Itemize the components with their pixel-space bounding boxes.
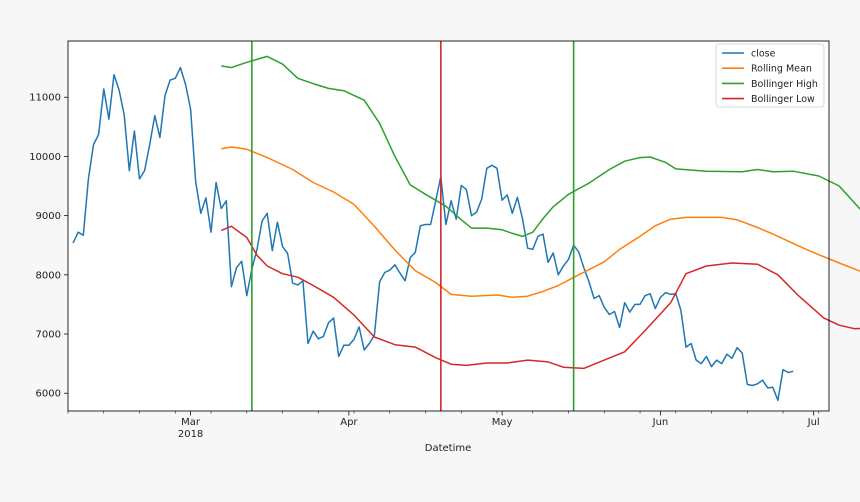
legend-label-0: close	[751, 49, 776, 60]
y-tick-label-1: 7000	[36, 330, 61, 341]
series-line-2	[221, 55, 860, 238]
legend-label-3: Bollinger Low	[751, 94, 815, 105]
y-axis: 6000 7000 8000 9000 10000 11000	[29, 93, 68, 400]
y-tick-label-2: 8000	[36, 270, 61, 281]
legend-box	[715, 43, 825, 108]
legend-label-2: Bollinger High	[751, 79, 818, 90]
x-tick-label-2: May	[492, 417, 513, 428]
y-tick-label-3: 9000	[36, 211, 61, 222]
event-lines	[251, 41, 575, 411]
legend: close Rolling Mean Bollinger High Bollinger…	[715, 43, 825, 108]
y-tick-label-4: 10000	[29, 152, 61, 163]
y-tick-label-5: 11000	[29, 93, 61, 104]
series-line-1	[221, 146, 860, 299]
y-tick-label-0: 6000	[36, 389, 61, 400]
plot-frame	[67, 40, 830, 412]
x-tick-label-1: Apr	[340, 417, 358, 428]
series-layer	[72, 55, 860, 402]
x-tick-sublabel-0: 2018	[178, 429, 203, 440]
series-line-0	[72, 66, 794, 402]
plot-area	[68, 41, 829, 411]
series-line-3	[220, 225, 860, 370]
x-tick-label-3: Jun	[652, 417, 669, 428]
x-tick-label-0: Mar	[181, 417, 201, 428]
x-tick-label-4: Jul	[807, 417, 820, 428]
x-axis-label: Datetime	[425, 443, 472, 454]
legend-label-1: Rolling Mean	[751, 64, 812, 75]
